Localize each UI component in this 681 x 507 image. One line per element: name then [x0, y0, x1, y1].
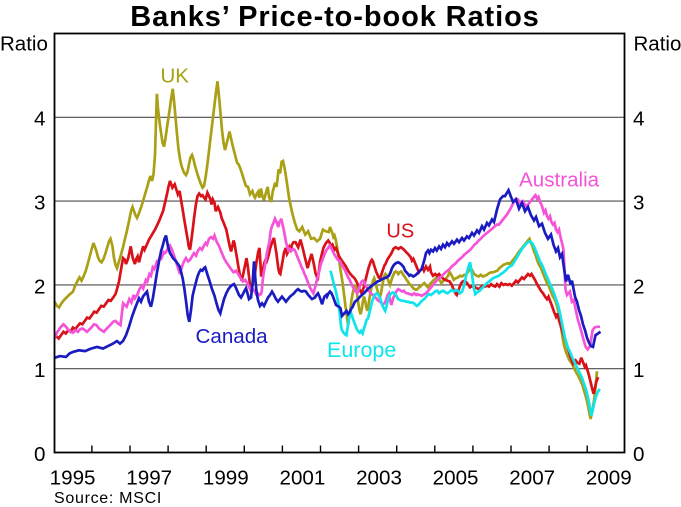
svg-text:Source: MSCI: Source: MSCI [54, 490, 162, 507]
svg-text:2: 2 [34, 275, 45, 298]
svg-text:3: 3 [633, 192, 644, 215]
svg-text:1997: 1997 [126, 466, 172, 489]
svg-text:2007: 2007 [509, 466, 555, 489]
svg-text:2003: 2003 [356, 466, 402, 489]
svg-text:3: 3 [34, 192, 45, 215]
svg-text:2001: 2001 [279, 466, 325, 489]
svg-text:1999: 1999 [203, 466, 249, 489]
svg-text:UK: UK [161, 65, 190, 88]
svg-text:1: 1 [34, 359, 45, 382]
svg-text:4: 4 [34, 108, 45, 131]
svg-text:4: 4 [633, 108, 644, 131]
svg-text:2005: 2005 [433, 466, 479, 489]
svg-text:1: 1 [633, 359, 644, 382]
svg-text:1995: 1995 [50, 466, 96, 489]
svg-text:2: 2 [633, 275, 644, 298]
svg-text:Canada: Canada [196, 325, 269, 348]
svg-text:Europe: Europe [327, 338, 396, 362]
svg-text:2009: 2009 [586, 466, 632, 489]
svg-text:0: 0 [633, 443, 644, 466]
svg-text:Australia: Australia [519, 169, 600, 192]
svg-text:0: 0 [34, 443, 45, 466]
svg-text:Ratio: Ratio [634, 33, 681, 56]
svg-text:Ratio: Ratio [0, 33, 48, 56]
svg-text:US: US [386, 220, 414, 242]
